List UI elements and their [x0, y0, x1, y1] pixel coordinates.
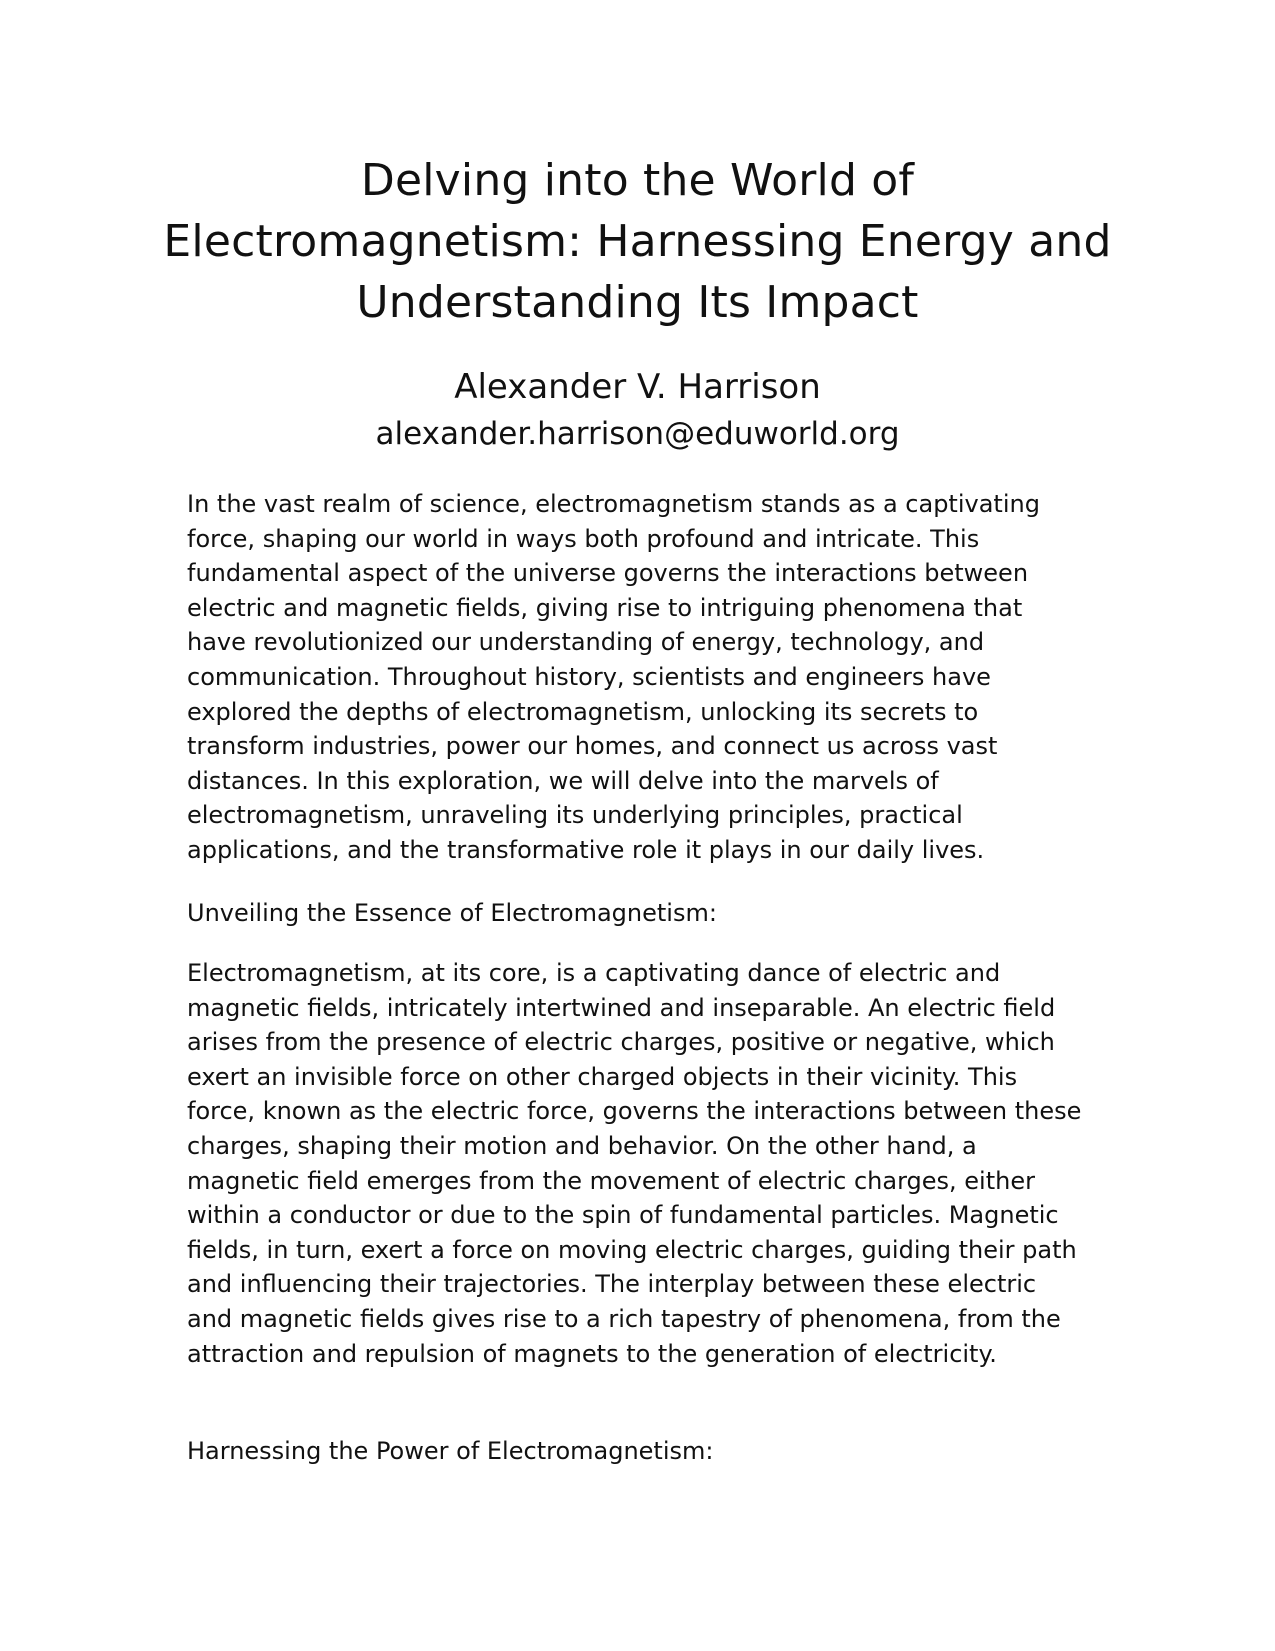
author-name: Alexander V. Harrison: [454, 367, 821, 407]
intro-paragraph: In the vast realm of science, electromag…: [187, 490, 1040, 864]
document-title: Delving into the World of Electromagneti…: [163, 155, 1112, 328]
essence-paragraph: Electromagnetism, at its core, is a capt…: [187, 959, 1082, 1368]
author-email: alexander.harrison@eduworld.org: [375, 416, 900, 452]
section-heading-essence: Unveiling the Essence of Electromagnetis…: [187, 899, 717, 927]
section-heading-power: Harnessing the Power of Electromagnetism…: [187, 1437, 714, 1465]
